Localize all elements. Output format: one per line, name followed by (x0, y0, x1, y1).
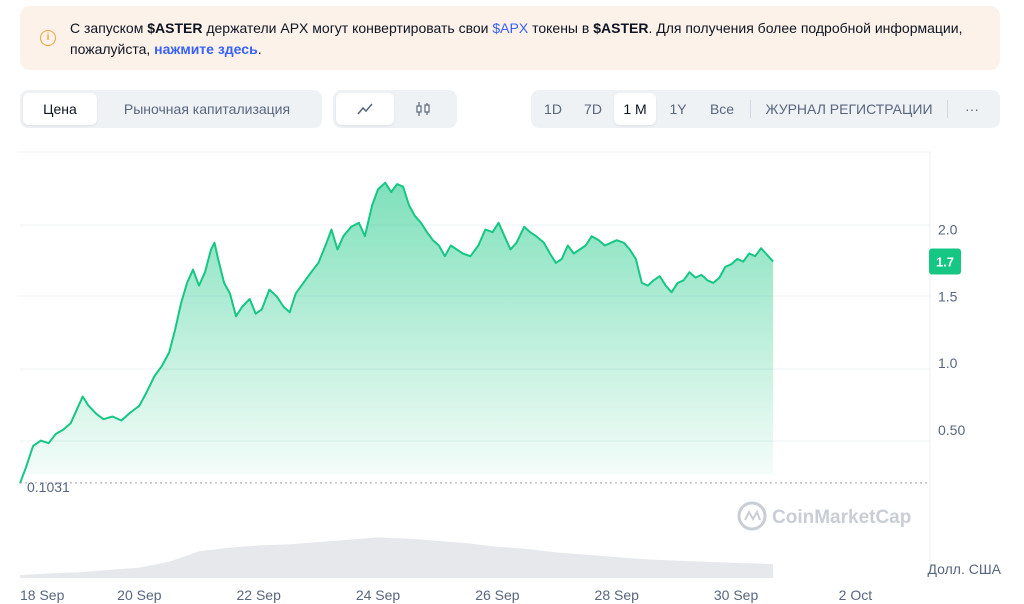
range-1y[interactable]: 1Y (669, 101, 687, 117)
current-price-tag: 1.7 (929, 248, 961, 275)
x-tick-label: 18 Sep (20, 587, 65, 603)
y-tick-label: 1.5 (938, 288, 958, 304)
notice-text: С запуском $ASTER держатели APX могут ко… (70, 18, 970, 60)
candlestick-button[interactable] (394, 93, 452, 125)
info-icon: i (40, 30, 56, 46)
notice-part-5: . (257, 41, 262, 57)
range-1m[interactable]: 1 M (614, 93, 656, 125)
price-area (20, 182, 774, 484)
notice-part-4: . Для получения более подробной информац… (70, 20, 963, 57)
range-1d[interactable]: 1D (544, 101, 562, 117)
notice-apx-link[interactable]: $APX (492, 20, 529, 36)
range-all[interactable]: Все (709, 101, 735, 117)
price-tag-background (929, 248, 961, 275)
start-price-label: 0.1031 (27, 479, 70, 495)
notice-token-2: $ASTER (593, 20, 649, 36)
current-price-label: 1.7 (936, 255, 954, 270)
price-chart[interactable]: 0.1031 2.0 1.5 1.0 0.50 18 Sep 20 Sep 22 Sep 2… (0, 140, 1024, 604)
watermark-text: CoinMarketCap (772, 507, 911, 528)
watermark: CoinMarketCap (737, 501, 911, 531)
notice-banner: i С запуском $ASTER держатели APX могут … (20, 6, 1000, 70)
x-axis: 18 Sep 20 Sep 22 Sep 24 Sep 26 Sep 28 Sep 30 S… (20, 587, 872, 603)
coinmarketcap-logo-icon (737, 501, 767, 531)
more-button[interactable]: ··· (954, 93, 990, 125)
more-icon: ··· (965, 101, 979, 117)
x-tick-label: 24 Sep (356, 587, 401, 603)
x-tick-label: 30 Sep (714, 587, 759, 603)
currency-label: Долл. США (927, 561, 1001, 577)
coinmarketcap-logo-mark (744, 509, 761, 522)
x-tick-label: 22 Sep (237, 587, 282, 603)
metric-switch: Цена Рыночная капитализация (20, 90, 322, 128)
divider (947, 100, 948, 118)
x-tick-label: 2 Oct (839, 587, 873, 603)
price-line (19, 181, 774, 484)
log-scale-button[interactable]: ЖУРНАЛ РЕГИСТРАЦИИ (765, 101, 933, 117)
notice-token-1: $ASTER (147, 20, 203, 36)
y-axis: 2.0 1.5 1.0 0.50 (938, 221, 965, 437)
volume-area (20, 537, 774, 578)
notice-part-3: токены в (528, 20, 594, 36)
range-switch: 1D 7D 1 M 1Y Все ЖУРНАЛ РЕГИСТРАЦИИ ··· (531, 90, 1000, 128)
tab-price[interactable]: Цена (23, 93, 97, 125)
range-7d[interactable]: 7D (584, 101, 602, 117)
notice-click-here-link[interactable]: нажмите здесь (154, 41, 258, 57)
chart-type-switch (333, 90, 457, 128)
notice-part-1: С запуском (70, 20, 148, 36)
candlestick-icon (416, 102, 430, 116)
line-chart-icon (357, 103, 373, 115)
x-tick-label: 26 Sep (475, 587, 520, 603)
tab-market-cap[interactable]: Рыночная капитализация (123, 101, 291, 117)
y-tick-label: 0.50 (938, 422, 965, 438)
notice-part-2: держатели APX могут конвертировать свои (202, 20, 493, 36)
line-chart-button[interactable] (336, 93, 394, 125)
y-tick-label: 2.0 (938, 221, 958, 237)
divider (750, 100, 751, 118)
y-tick-label: 1.0 (938, 355, 958, 371)
x-tick-label: 20 Sep (117, 587, 162, 603)
x-tick-label: 28 Sep (595, 587, 640, 603)
